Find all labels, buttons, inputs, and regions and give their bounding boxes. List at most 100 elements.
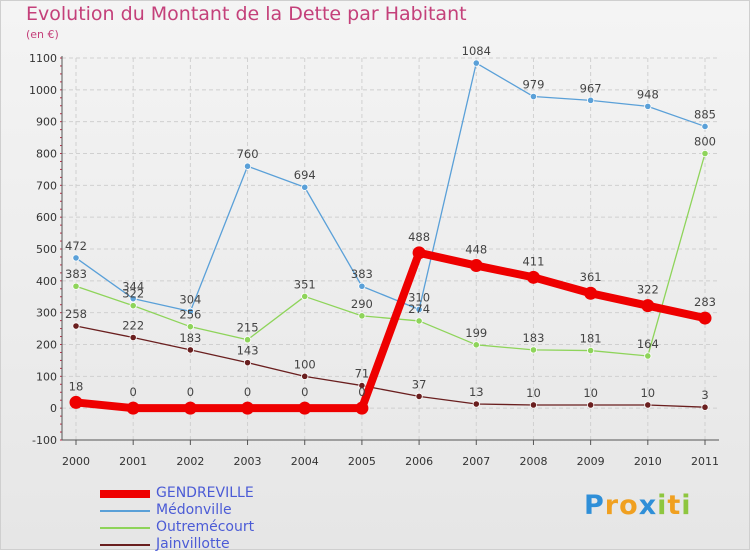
data-point-medonville xyxy=(243,162,252,170)
data-label-outremecourt: 322 xyxy=(122,287,144,301)
data-label-jainvillotte: 37 xyxy=(412,377,427,391)
data-point-medonville xyxy=(186,307,194,315)
data-point-jainvillotte xyxy=(644,401,652,409)
data-label-jainvillotte: 3 xyxy=(701,388,708,402)
data-point-jainvillotte xyxy=(701,403,709,411)
x-tick-label: 2009 xyxy=(577,455,605,468)
data-point-medonville xyxy=(415,305,423,314)
y-tick-label: 400 xyxy=(36,275,57,288)
data-label-outremecourt: 199 xyxy=(465,326,487,340)
logo-letter: o xyxy=(619,490,639,521)
chart-title: Evolution du Montant de la Dette par Hab… xyxy=(26,3,467,25)
x-tick-label: 2005 xyxy=(348,455,376,468)
y-tick-label: -100 xyxy=(32,434,57,447)
legend-label: GENDREVILLE xyxy=(156,485,254,501)
data-label-gendreville: 411 xyxy=(522,254,544,268)
data-point-medonville xyxy=(587,96,595,104)
data-point-jainvillotte xyxy=(129,333,137,342)
x-tick-label: 2004 xyxy=(291,455,319,468)
legend-swatch xyxy=(100,527,150,529)
legend-item: GENDREVILLE xyxy=(100,485,360,503)
data-label-medonville: 885 xyxy=(694,107,716,121)
logo-letter: i xyxy=(681,490,692,521)
data-point-jainvillotte xyxy=(529,401,538,409)
data-point-medonville xyxy=(529,92,538,101)
data-point-gendreville xyxy=(698,311,712,325)
x-tick-label: 2000 xyxy=(62,455,90,468)
data-point-medonville xyxy=(472,59,480,67)
data-point-jainvillotte xyxy=(358,381,366,390)
x-tick-label: 2010 xyxy=(634,455,662,468)
legend-item: Médonville xyxy=(100,502,360,520)
data-label-medonville: 1084 xyxy=(462,44,491,58)
data-point-jainvillotte xyxy=(415,392,423,400)
legend-swatch xyxy=(100,544,150,546)
data-label-jainvillotte: 222 xyxy=(122,318,144,332)
logo-letter: t xyxy=(667,490,682,521)
x-tick-label: 2007 xyxy=(462,455,490,468)
data-label-medonville: 760 xyxy=(237,147,259,161)
logo-letter: x xyxy=(638,490,658,521)
data-label-jainvillotte: 183 xyxy=(179,331,201,345)
data-label-medonville: 344 xyxy=(122,280,144,294)
x-tick-label: 2011 xyxy=(691,455,719,468)
y-tick-label: 300 xyxy=(36,307,57,320)
y-tick-label: 600 xyxy=(36,211,57,224)
data-point-gendreville xyxy=(469,259,483,273)
y-tick-label: 500 xyxy=(36,243,57,256)
data-label-outremecourt: 290 xyxy=(351,297,373,311)
data-point-outremecourt xyxy=(472,341,480,349)
y-tick-label: 100 xyxy=(36,370,57,383)
logo-letter: i xyxy=(657,490,668,521)
y-tick-label: 1000 xyxy=(29,84,57,97)
legend-item: Outremécourt xyxy=(100,519,360,537)
proxiti-logo: Proxiti xyxy=(584,490,692,521)
x-tick-label: 2001 xyxy=(119,455,147,468)
data-point-gendreville xyxy=(298,401,312,415)
data-label-outremecourt: 164 xyxy=(637,337,659,351)
data-point-gendreville xyxy=(69,395,83,409)
legend-label: Médonville xyxy=(156,502,232,518)
data-point-outremecourt xyxy=(243,336,252,344)
legend-label: Outremécourt xyxy=(156,519,255,535)
y-tick-label: 700 xyxy=(36,179,57,192)
data-point-jainvillotte xyxy=(186,346,194,354)
data-label-gendreville: 0 xyxy=(358,385,365,399)
data-label-jainvillotte: 100 xyxy=(294,357,316,371)
data-label-gendreville: 0 xyxy=(244,385,251,399)
data-point-gendreville xyxy=(526,270,540,284)
data-point-outremecourt xyxy=(415,317,423,325)
data-point-medonville xyxy=(644,102,652,110)
legend-swatch xyxy=(100,490,150,498)
data-point-gendreville xyxy=(641,299,655,313)
data-point-outremecourt xyxy=(301,292,309,301)
data-point-medonville xyxy=(72,254,80,262)
data-label-outremecourt: 181 xyxy=(580,332,602,346)
series-line-outremecourt xyxy=(75,152,706,357)
legend-label: Jainvillotte xyxy=(156,536,230,552)
data-label-gendreville: 0 xyxy=(130,385,137,399)
data-label-outremecourt: 351 xyxy=(294,277,316,291)
data-point-jainvillotte xyxy=(72,322,80,330)
data-label-jainvillotte: 143 xyxy=(237,344,259,358)
data-label-jainvillotte: 10 xyxy=(526,386,541,400)
data-label-medonville: 383 xyxy=(351,267,373,281)
data-point-medonville xyxy=(701,122,709,131)
series-line-jainvillotte xyxy=(75,325,706,408)
data-point-jainvillotte xyxy=(301,372,309,380)
data-point-gendreville xyxy=(584,286,598,300)
data-label-jainvillotte: 10 xyxy=(583,386,598,400)
y-tick-label: 200 xyxy=(36,339,57,352)
data-point-outremecourt xyxy=(587,346,595,355)
data-label-jainvillotte: 13 xyxy=(469,385,484,399)
data-label-medonville: 694 xyxy=(294,168,316,182)
x-tick-label: 2008 xyxy=(519,455,547,468)
data-label-outremecourt: 800 xyxy=(694,135,716,149)
y-tick-label: 900 xyxy=(36,116,57,129)
data-label-medonville: 304 xyxy=(179,292,201,306)
data-label-outremecourt: 256 xyxy=(179,308,201,322)
data-point-medonville xyxy=(358,282,366,290)
x-tick-label: 2002 xyxy=(176,455,204,468)
